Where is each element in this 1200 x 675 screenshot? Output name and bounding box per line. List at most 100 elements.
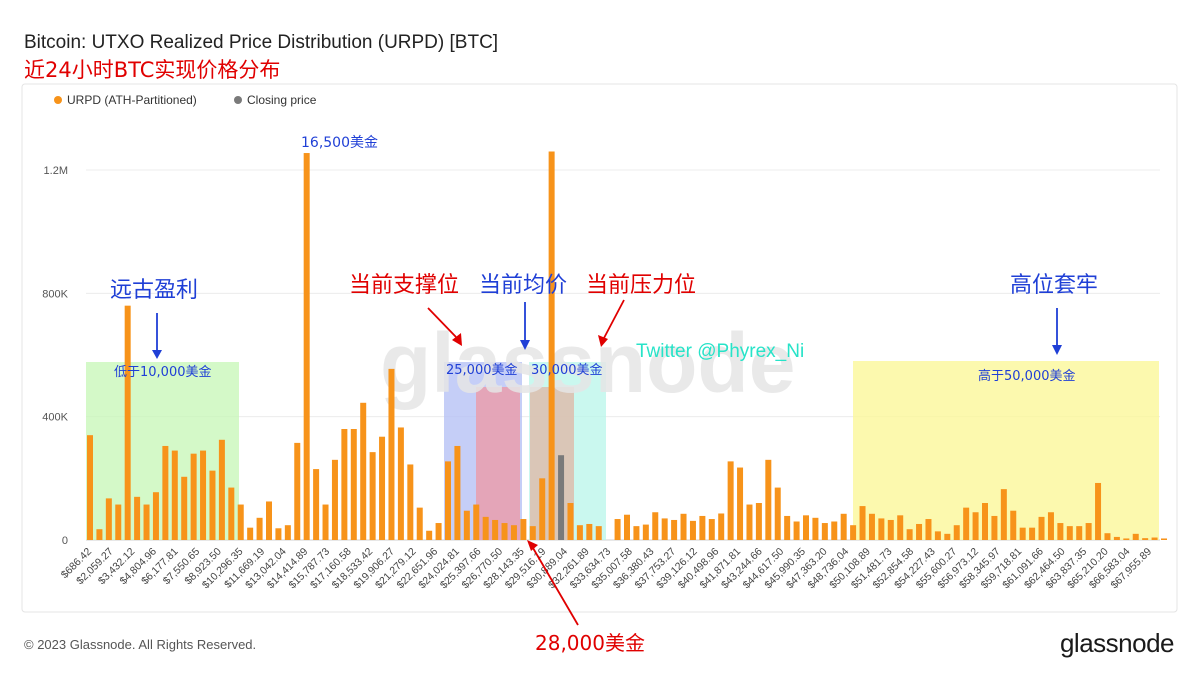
urpd-bar[interactable] — [963, 507, 970, 541]
urpd-bar[interactable] — [576, 525, 583, 540]
urpd-bar[interactable] — [831, 521, 838, 541]
urpd-bar[interactable] — [426, 530, 433, 540]
urpd-bar[interactable] — [331, 459, 338, 540]
urpd-bar[interactable] — [209, 470, 216, 541]
urpd-bar[interactable] — [228, 487, 235, 540]
urpd-bar[interactable] — [134, 496, 141, 540]
urpd-bar[interactable] — [906, 529, 913, 540]
urpd-bar[interactable] — [407, 464, 414, 540]
urpd-bar[interactable] — [642, 524, 649, 540]
urpd-bar[interactable] — [812, 517, 819, 540]
urpd-bar[interactable] — [256, 517, 263, 540]
urpd-bar[interactable] — [1057, 523, 1064, 540]
urpd-bar[interactable] — [944, 533, 951, 540]
urpd-bar[interactable] — [1085, 523, 1092, 540]
urpd-bar[interactable] — [718, 513, 725, 540]
urpd-bar[interactable] — [1047, 512, 1054, 540]
urpd-bar[interactable] — [416, 507, 423, 541]
urpd-bar[interactable] — [661, 518, 668, 540]
urpd-bar[interactable] — [614, 519, 621, 540]
urpd-bar[interactable] — [1019, 527, 1026, 540]
legend-closing-swatch[interactable] — [234, 96, 242, 104]
urpd-bar[interactable] — [284, 525, 291, 540]
urpd-bar[interactable] — [633, 526, 640, 541]
urpd-bar[interactable] — [237, 504, 244, 540]
urpd-bar[interactable] — [699, 515, 706, 540]
urpd-bar[interactable] — [878, 518, 885, 540]
urpd-bar[interactable] — [1132, 533, 1139, 540]
urpd-bar[interactable] — [313, 469, 320, 540]
urpd-bar[interactable] — [322, 504, 329, 540]
urpd-bar[interactable] — [774, 487, 781, 540]
urpd-bar[interactable] — [1151, 537, 1158, 540]
urpd-bar[interactable] — [595, 526, 602, 541]
legend-urpd-swatch[interactable] — [54, 96, 62, 104]
urpd-bar[interactable] — [445, 461, 451, 541]
urpd-bar[interactable] — [868, 513, 875, 540]
urpd-bar[interactable] — [1000, 489, 1007, 541]
urpd-bar[interactable] — [671, 519, 678, 540]
urpd-bar[interactable] — [275, 528, 282, 540]
urpd-bar[interactable] — [897, 515, 904, 540]
legend-urpd-label[interactable]: URPD (ATH-Partitioned) — [67, 93, 197, 107]
urpd-bar[interactable] — [982, 503, 988, 540]
urpd-bar[interactable] — [105, 498, 112, 541]
urpd-bar[interactable] — [510, 525, 517, 540]
urpd-bar[interactable] — [624, 514, 630, 540]
urpd-bar[interactable] — [859, 506, 866, 540]
urpd-bar[interactable] — [200, 450, 207, 540]
urpd-bar[interactable] — [454, 445, 461, 540]
urpd-bar[interactable] — [1010, 510, 1017, 540]
urpd-bar[interactable] — [737, 467, 744, 540]
urpd-bar[interactable] — [143, 504, 150, 540]
urpd-bar[interactable] — [379, 436, 386, 540]
urpd-bar[interactable] — [96, 529, 103, 540]
urpd-bar[interactable] — [463, 510, 470, 540]
urpd-bar[interactable] — [492, 519, 499, 540]
urpd-bar[interactable] — [171, 450, 178, 540]
urpd-bar[interactable] — [708, 519, 715, 540]
urpd-bar[interactable] — [369, 452, 376, 541]
urpd-bar[interactable] — [916, 523, 923, 540]
urpd-bar[interactable] — [652, 512, 659, 540]
urpd-bar[interactable] — [991, 515, 998, 540]
urpd-bar[interactable] — [190, 453, 197, 540]
urpd-bar[interactable] — [850, 525, 857, 540]
urpd-bar[interactable] — [1038, 516, 1045, 541]
urpd-bar[interactable] — [1113, 536, 1120, 540]
urpd-bar[interactable] — [1104, 533, 1111, 540]
urpd-bar[interactable] — [1142, 538, 1149, 540]
urpd-bar[interactable] — [887, 519, 894, 540]
urpd-bar[interactable] — [124, 305, 131, 540]
urpd-bar[interactable] — [784, 515, 791, 540]
urpd-bar[interactable] — [803, 515, 809, 540]
urpd-bar[interactable] — [793, 521, 800, 541]
urpd-bar[interactable] — [586, 523, 593, 540]
urpd-bar[interactable] — [953, 525, 960, 540]
urpd-bar[interactable] — [1076, 526, 1083, 541]
glassnode-logo[interactable]: glassnode — [1059, 628, 1175, 658]
urpd-bar[interactable] — [755, 503, 762, 540]
urpd-bar[interactable] — [360, 402, 367, 540]
urpd-bar[interactable] — [397, 427, 404, 540]
urpd-bar[interactable] — [1066, 526, 1073, 541]
urpd-bar[interactable] — [520, 519, 527, 540]
urpd-bar[interactable] — [435, 523, 442, 540]
urpd-bar[interactable] — [727, 461, 734, 541]
urpd-bar[interactable] — [746, 504, 753, 540]
urpd-bar[interactable] — [87, 435, 93, 540]
urpd-bar[interactable] — [266, 501, 272, 540]
urpd-bar[interactable] — [350, 429, 357, 540]
urpd-bar[interactable] — [162, 445, 169, 540]
urpd-bar[interactable] — [388, 368, 395, 541]
urpd-bar[interactable] — [1029, 527, 1036, 540]
urpd-bar[interactable] — [548, 151, 555, 541]
urpd-bar[interactable] — [1123, 538, 1130, 540]
urpd-bar[interactable] — [341, 429, 348, 540]
urpd-bar[interactable] — [934, 531, 941, 540]
urpd-bar[interactable] — [473, 504, 480, 540]
urpd-bar[interactable] — [303, 153, 310, 541]
urpd-bar[interactable] — [529, 526, 536, 541]
urpd-bar[interactable] — [482, 516, 489, 541]
urpd-bar[interactable] — [539, 478, 546, 540]
